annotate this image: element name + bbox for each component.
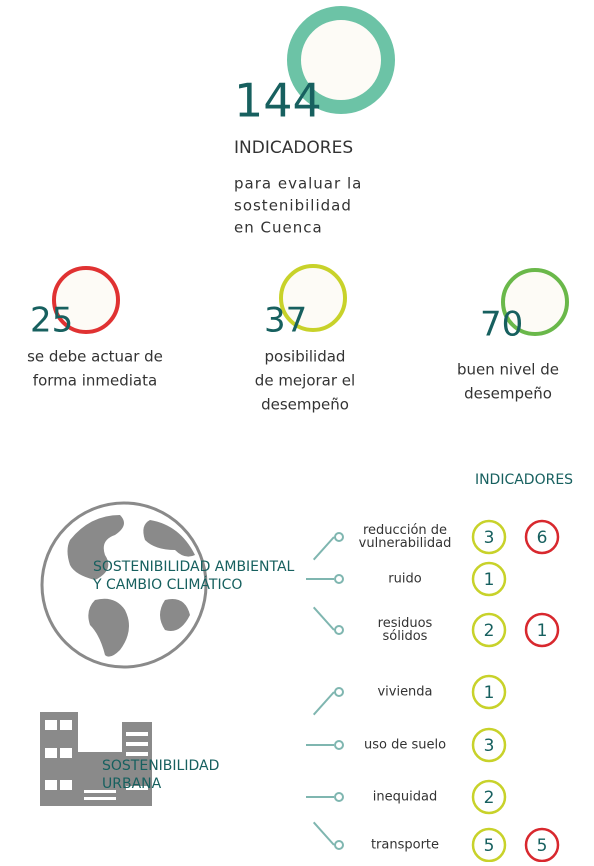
stat-value: 70 <box>480 305 523 345</box>
header-total: 144 <box>234 74 322 128</box>
item-label: vulnerabilidad <box>359 536 452 551</box>
count-badge <box>524 519 560 555</box>
count-value: 1 <box>537 621 548 641</box>
stat-label: desempeño <box>261 396 349 414</box>
count-value: 3 <box>484 736 495 756</box>
count-value: 1 <box>484 683 495 703</box>
item-label: uso de suelo <box>364 738 446 753</box>
item-label: transporte <box>371 838 439 853</box>
connector-dot <box>334 792 344 802</box>
connector-dot <box>334 574 344 584</box>
count-value: 5 <box>484 836 495 856</box>
stat-label: de mejorar el <box>255 372 355 390</box>
group-title: SOSTENIBILIDAD <box>102 758 219 774</box>
count-badge <box>471 561 507 597</box>
item-label: inequidad <box>373 790 437 805</box>
count-value: 2 <box>484 788 495 808</box>
count-badge <box>471 779 507 815</box>
count-value: 2 <box>484 621 495 641</box>
building-icon <box>40 712 152 806</box>
count-value: 5 <box>537 836 548 856</box>
stat-label: desempeño <box>464 385 552 403</box>
count-badge <box>471 612 507 648</box>
count-value: 6 <box>537 528 548 548</box>
count-badge <box>471 519 507 555</box>
connector-dot <box>334 740 344 750</box>
connector <box>312 536 335 561</box>
stat-ring <box>279 264 347 332</box>
stat-label: se debe actuar de <box>27 348 163 366</box>
stat-value: 25 <box>30 301 73 341</box>
item-label: residuos <box>378 616 433 631</box>
stat-ring <box>52 266 120 334</box>
connector <box>312 691 335 716</box>
count-value: 3 <box>484 528 495 548</box>
item-label: ruido <box>388 572 421 587</box>
count-badge <box>471 827 507 863</box>
stat-ring <box>501 268 569 336</box>
connector-dot <box>334 625 344 635</box>
count-badge <box>524 612 560 648</box>
header-description: para evaluar la <box>234 175 362 193</box>
count-badge <box>524 827 560 863</box>
count-value: 1 <box>484 570 495 590</box>
connector-dot <box>334 687 344 697</box>
stat-label: posibilidad <box>265 348 346 366</box>
connector <box>312 821 335 846</box>
connector-dot <box>334 840 344 850</box>
stat-label: forma inmediata <box>33 372 157 390</box>
header-ring <box>287 6 395 114</box>
item-label: sólidos <box>383 629 428 644</box>
header-description: en Cuenca <box>234 219 323 237</box>
item-label: vivienda <box>377 685 432 700</box>
stat-value: 37 <box>264 301 307 341</box>
indicators-title: INDICADORES <box>475 472 573 488</box>
globe-icon <box>40 501 208 669</box>
item-label: reducción de <box>363 523 447 538</box>
group-title: Y CAMBIO CLIMÁTICO <box>92 576 242 593</box>
stat-label: buen nivel de <box>457 361 559 379</box>
count-badge <box>471 727 507 763</box>
connector <box>312 606 335 631</box>
group-title: SOSTENIBILIDAD AMBIENTAL <box>93 559 295 575</box>
connector-dot <box>334 532 344 542</box>
header-description: sostenibilidad <box>234 197 352 215</box>
count-badge <box>471 674 507 710</box>
header-label: INDICADORES <box>234 138 353 158</box>
group-title: URBANA <box>102 776 162 792</box>
